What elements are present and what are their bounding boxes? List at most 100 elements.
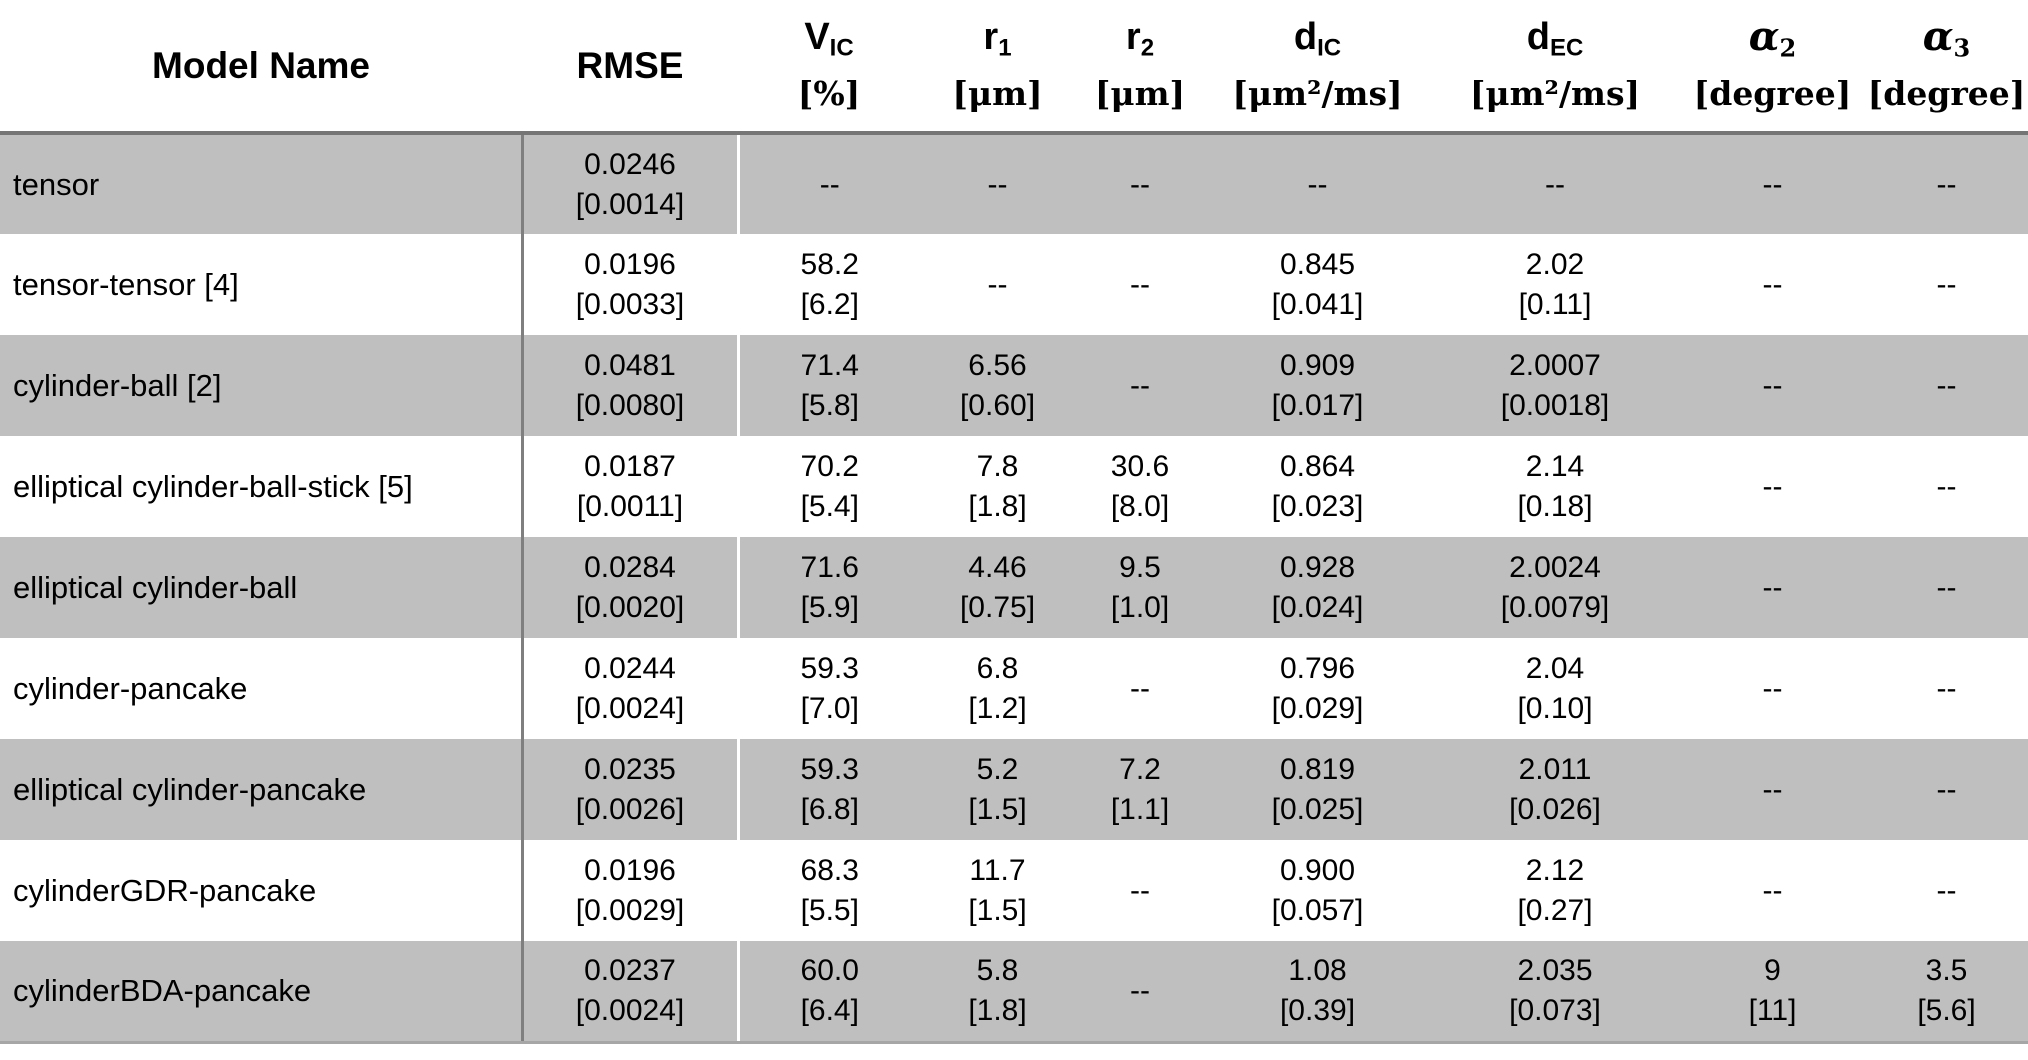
- value-cell: --: [1545, 167, 1565, 201]
- cell-std: [0.10]: [1517, 691, 1593, 725]
- value-cell: 0.0196 [0.0033]: [520, 234, 738, 335]
- value-cell: 2.02 [0.11]: [1430, 234, 1680, 335]
- cell-std: [6.2]: [800, 287, 859, 321]
- header-r2: r2 [μm]: [1075, 0, 1205, 135]
- cell-value: 58.2: [800, 247, 859, 281]
- cell-std: [0.39]: [1279, 993, 1356, 1027]
- header-unit: [μm²/ms]: [1232, 74, 1403, 114]
- model-name-cell: tensor: [13, 166, 100, 202]
- value-cell: 7.8 [1.8]: [920, 436, 1075, 537]
- value-cell: 70.2 [5.4]: [736, 436, 920, 537]
- value-cell: --: [1936, 267, 1957, 301]
- cell-std: [0.0020]: [575, 590, 685, 624]
- cell-value: 0.819: [1279, 752, 1356, 786]
- header-label: RMSE: [576, 44, 684, 86]
- cell-value: 4.46: [968, 550, 1027, 584]
- cell-std: [1.8]: [968, 489, 1027, 523]
- value-cell: 0.845 [0.041]: [1205, 234, 1430, 335]
- cell-std: [1.5]: [968, 893, 1027, 927]
- value-cell: --: [1762, 671, 1783, 705]
- cell-value: 7.8: [976, 449, 1019, 483]
- value-cell: 2.0007 [0.0018]: [1430, 335, 1680, 436]
- model-name-cell: elliptical cylinder-ball: [13, 569, 298, 605]
- cell-std: [0.11]: [1518, 287, 1592, 321]
- cell-value: 0.0235: [584, 752, 676, 786]
- value-cell: 6.8 [1.2]: [920, 638, 1075, 739]
- cell-value: 0.0244: [584, 651, 676, 685]
- cell-value: 5.2: [976, 752, 1019, 786]
- value-cell: --: [1130, 368, 1150, 402]
- value-cell: 0.928 [0.024]: [1205, 537, 1430, 638]
- cell-std: [0.0024]: [575, 993, 685, 1027]
- value-cell: 60.0 [6.4]: [736, 941, 920, 1044]
- value-cell: --: [1936, 570, 1957, 604]
- cell-std: [0.0033]: [575, 287, 685, 321]
- value-cell: --: [1762, 772, 1783, 806]
- cell-std: [1.5]: [968, 792, 1027, 826]
- cell-std: [0.026]: [1509, 792, 1601, 826]
- value-cell: 1.08 [0.39]: [1205, 941, 1430, 1044]
- value-cell: --: [1130, 671, 1150, 705]
- cell-std: [8.0]: [1110, 489, 1170, 523]
- cell-value: 59.3: [800, 651, 859, 685]
- cell-value: 0.0196: [584, 247, 676, 281]
- value-cell: --: [1762, 469, 1783, 503]
- header-symbol: α3: [1922, 12, 1971, 63]
- header-unit: [μm²/ms]: [1469, 74, 1641, 114]
- cell-value: 2.14: [1525, 449, 1585, 483]
- value-cell: --: [1130, 873, 1150, 907]
- header-unit: [%]: [797, 74, 861, 114]
- cell-std: [0.041]: [1271, 287, 1364, 321]
- value-cell: --: [987, 267, 1008, 301]
- value-cell: --: [1762, 368, 1783, 402]
- value-cell: --: [1762, 267, 1783, 301]
- cell-value: 0.796: [1279, 651, 1356, 685]
- value-cell: 0.0284 [0.0020]: [520, 537, 738, 638]
- header-rmse: RMSE: [522, 0, 738, 135]
- table-row: elliptical cylinder-ball 0.0284 [0.0020] 71…: [0, 537, 2028, 638]
- cell-value: 0.0187: [584, 449, 676, 483]
- value-cell: 5.8 [1.8]: [920, 941, 1075, 1044]
- header-row: Model Name RMSE VIC [%] r1 [μm] r2 [μm] …: [0, 0, 2028, 135]
- header-dec: dEC [μm²/ms]: [1430, 0, 1680, 135]
- value-cell: 0.0237 [0.0024]: [520, 941, 738, 1044]
- model-name-cell: elliptical cylinder-ball-stick [5]: [13, 468, 413, 504]
- cell-value: 7.2: [1119, 752, 1161, 786]
- table-row: elliptical cylinder-pancake 0.0235 [0.0026…: [0, 739, 2028, 840]
- value-cell: --: [1936, 469, 1957, 503]
- value-cell: --: [1307, 167, 1328, 201]
- model-name-cell: cylinder-ball [2]: [13, 367, 222, 403]
- cell-value: 6.56: [968, 348, 1027, 382]
- table-row: cylinderBDA-pancake 0.0237 [0.0024] 60.0 [6.…: [0, 941, 2028, 1044]
- header-unit: [μm]: [952, 74, 1043, 114]
- cell-std: [0.0014]: [575, 187, 685, 221]
- cell-value: 2.12: [1525, 853, 1585, 887]
- value-cell: 2.035 [0.073]: [1430, 941, 1680, 1044]
- value-cell: --: [1936, 671, 1957, 705]
- value-cell: 0.0196 [0.0029]: [520, 840, 738, 941]
- cell-std: [1.1]: [1110, 792, 1170, 826]
- cell-value: 2.04: [1525, 651, 1585, 685]
- cell-value: 70.2: [800, 449, 859, 483]
- cell-value: 60.0: [800, 953, 859, 987]
- header-symbol: dEC: [1526, 15, 1584, 62]
- cell-value: 30.6: [1110, 449, 1170, 483]
- header-dic: dIC [μm²/ms]: [1205, 0, 1430, 135]
- value-cell: 2.14 [0.18]: [1430, 436, 1680, 537]
- table-row: cylinder-ball [2] 0.0481 [0.0080] 71.4 [5.8]…: [0, 335, 2028, 436]
- cell-value: 2.035: [1517, 953, 1593, 987]
- value-cell: --: [1936, 873, 1957, 907]
- model-name-cell: elliptical cylinder-pancake: [13, 771, 367, 807]
- cell-std: [0.0024]: [575, 691, 685, 725]
- value-cell: 30.6 [8.0]: [1075, 436, 1205, 537]
- value-cell: 6.56 [0.60]: [920, 335, 1075, 436]
- cell-value: 59.3: [800, 752, 859, 786]
- cell-std: [0.073]: [1509, 993, 1601, 1027]
- value-cell: 2.12 [0.27]: [1430, 840, 1680, 941]
- header-vic: VIC [%]: [738, 0, 920, 135]
- cell-value: 11.7: [969, 853, 1026, 887]
- header-unit: [degree]: [1693, 74, 1852, 114]
- cell-value: 2.0007: [1509, 348, 1601, 382]
- cell-std: [5.9]: [800, 590, 859, 624]
